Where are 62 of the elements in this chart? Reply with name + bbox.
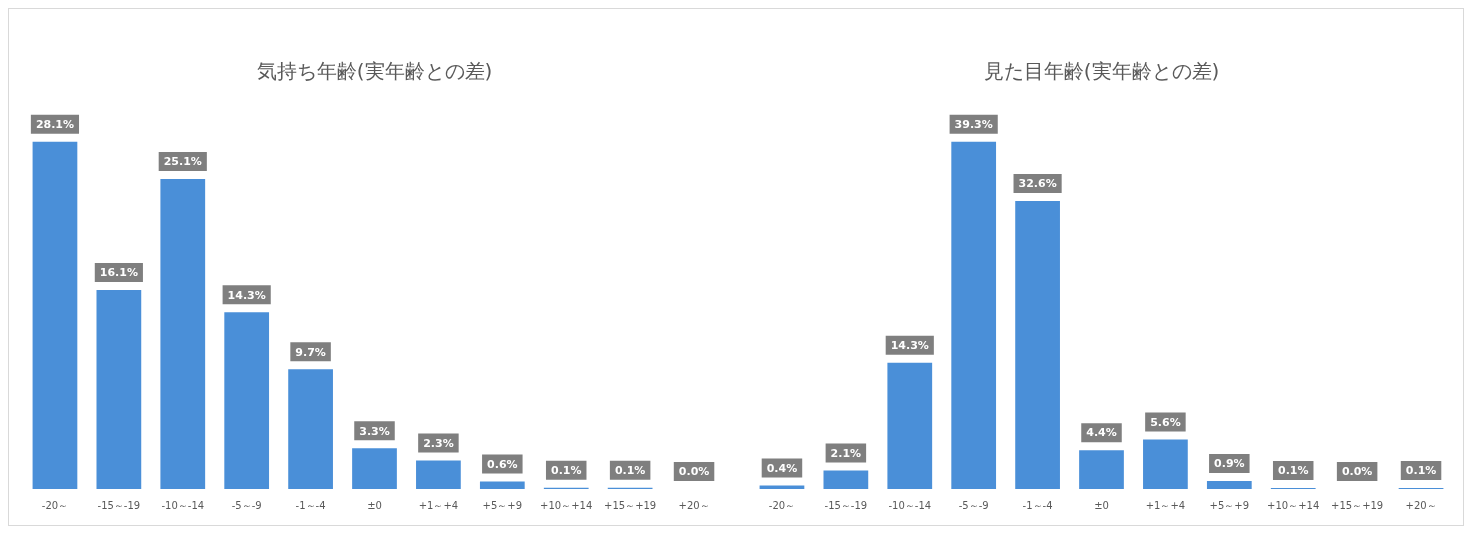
bar: [416, 460, 461, 489]
chart-title: 気持ち年齢(実年齢との差): [256, 59, 493, 84]
data-label: 0.4%: [766, 461, 798, 475]
x-tick-label: ±0: [367, 499, 382, 511]
bar: [951, 141, 997, 489]
x-tick-label: +5～+9: [482, 499, 523, 511]
bar: [224, 312, 270, 489]
bar: [1143, 439, 1188, 489]
x-tick-label: -20～: [41, 499, 69, 511]
data-label: 14.3%: [227, 288, 266, 302]
bar: [1015, 201, 1060, 489]
x-tick-label: +15～+19: [1331, 499, 1384, 511]
bar: [887, 362, 933, 489]
data-label: 2.1%: [830, 446, 862, 460]
bar: [1206, 481, 1252, 489]
x-tick-label: -20～: [768, 499, 796, 511]
data-label: 0.1%: [1277, 464, 1309, 478]
bar: [479, 481, 525, 489]
data-label: 0.1%: [614, 464, 646, 478]
x-tick-label: +5～+9: [1209, 499, 1250, 511]
x-tick-label: -1～-4: [295, 499, 326, 511]
data-label: 14.3%: [890, 339, 929, 353]
x-tick-label: -15～-19: [824, 499, 868, 511]
data-label: 0.0%: [1341, 465, 1373, 479]
bar: [32, 141, 78, 489]
data-label: 0.1%: [550, 464, 582, 478]
x-tick-label: ±0: [1094, 499, 1109, 511]
x-tick-label: -1～-4: [1022, 499, 1053, 511]
data-label: 0.9%: [1214, 457, 1245, 471]
data-label: 2.3%: [423, 436, 454, 450]
data-label: 0.1%: [1405, 464, 1437, 478]
x-tick-label: +10～+14: [540, 499, 593, 511]
x-tick-label: +20～: [678, 499, 710, 511]
x-tick-label: +10～+14: [1267, 499, 1320, 511]
data-label: 0.0%: [678, 465, 710, 479]
x-tick-label: -5～-9: [958, 499, 989, 511]
bar: [96, 290, 142, 489]
x-tick-label: -5～-9: [231, 499, 262, 511]
x-tick-label: +20～: [1405, 499, 1437, 511]
bar: [288, 369, 333, 489]
data-label: 16.1%: [99, 266, 138, 280]
data-label: 4.4%: [1086, 426, 1117, 440]
bar: [160, 178, 206, 489]
data-label: 39.3%: [954, 118, 993, 132]
x-tick-label: +1～+4: [418, 499, 459, 511]
x-tick-label: +15～+19: [604, 499, 657, 511]
x-tick-label: +1～+4: [1145, 499, 1186, 511]
chart-title: 見た目年齢(実年齢との差): [983, 59, 1220, 84]
bar: [352, 448, 397, 489]
data-label: 32.6%: [1018, 177, 1057, 191]
data-label: 25.1%: [163, 155, 202, 169]
data-label: 5.6%: [1150, 415, 1181, 429]
x-tick-label: -10～-14: [161, 499, 205, 511]
bar: [759, 485, 805, 489]
data-label: 9.7%: [295, 345, 326, 359]
data-label: 0.6%: [487, 457, 518, 471]
x-tick-label: -10～-14: [888, 499, 932, 511]
x-tick-label: -15～-19: [97, 499, 141, 511]
data-label: 3.3%: [359, 424, 390, 438]
bar: [823, 470, 869, 489]
bar: [1079, 450, 1124, 489]
data-label: 28.1%: [35, 118, 75, 132]
